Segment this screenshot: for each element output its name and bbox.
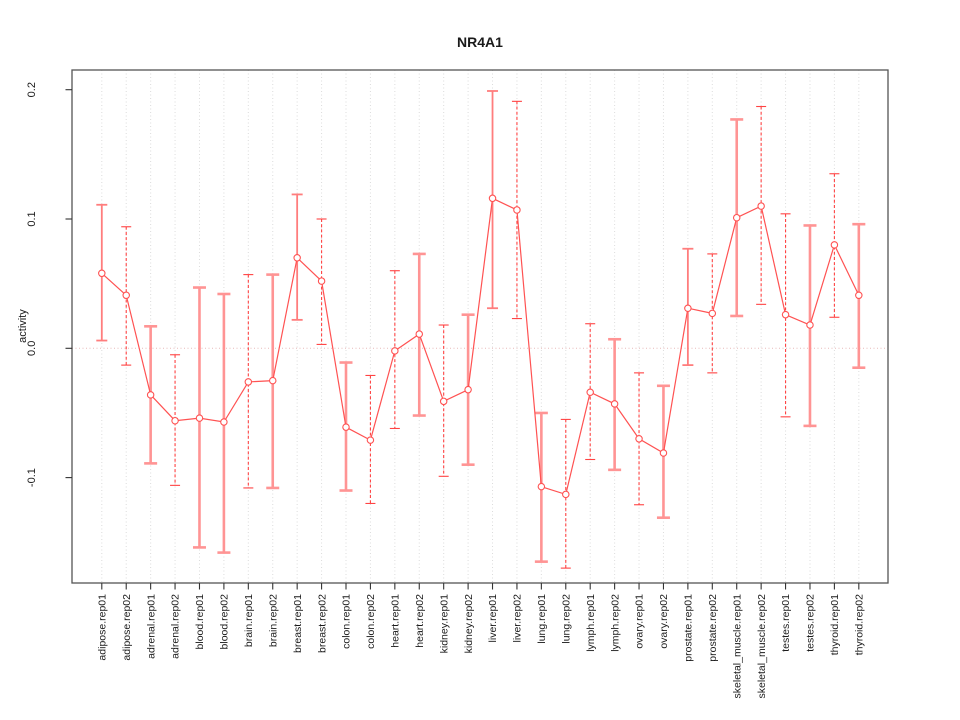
x-tick-label: colon.rep01	[341, 594, 353, 649]
data-point-marker	[366, 436, 375, 444]
data-point-marker	[98, 269, 106, 278]
y-tick-label: 0.1	[26, 211, 38, 226]
data-point-marker	[195, 414, 204, 422]
data-point-marker	[659, 449, 668, 457]
data-point-marker	[244, 378, 253, 386]
x-tick-label: prostate.rep01	[683, 594, 695, 662]
data-point-marker	[757, 202, 765, 210]
x-tick-label: liver.rep02	[512, 594, 524, 643]
x-tick-label: breast.rep02	[316, 594, 328, 653]
chart-title: NR4A1	[457, 34, 503, 50]
data-point-marker	[806, 321, 814, 329]
data-point-marker	[268, 376, 277, 385]
data-point-marker	[684, 304, 692, 312]
plot-box	[71, 69, 889, 584]
x-tick-label: brain.rep01	[243, 594, 255, 647]
data-point-marker	[537, 482, 546, 491]
x-tick-label: skeletal_muscle.rep01	[731, 594, 743, 699]
data-point-marker	[293, 254, 301, 262]
data-point-marker	[513, 206, 521, 214]
y-tick-label: 0.0	[26, 341, 38, 356]
y-tick-label: -0.1	[26, 468, 38, 487]
y-tick-label: 0.2	[26, 82, 38, 97]
x-tick-label: brain.rep02	[267, 594, 279, 647]
data-point-marker	[342, 423, 350, 431]
x-tick-label: lymph.rep01	[585, 594, 597, 652]
x-tick-label: breast.rep01	[292, 594, 304, 653]
x-tick-label: skeletal_muscle.rep02	[756, 594, 768, 699]
data-point-marker	[635, 435, 643, 443]
x-tick-label: adipose.rep01	[96, 594, 108, 661]
x-tick-label: blood.rep02	[219, 594, 231, 650]
x-tick-label: kidney.rep01	[438, 594, 450, 654]
data-point-marker	[586, 388, 594, 397]
x-tick-label: lung.rep01	[536, 594, 548, 644]
data-point-marker	[830, 241, 839, 249]
y-axis-label: activity	[17, 309, 29, 343]
x-tick-label: kidney.rep02	[463, 594, 475, 654]
data-point-marker	[122, 291, 130, 300]
x-tick-label: ovary.rep01	[634, 594, 646, 649]
data-point-marker	[855, 291, 863, 300]
x-tick-label: lymph.rep02	[609, 594, 621, 652]
x-tick-label: lung.rep02	[560, 594, 572, 644]
data-point-marker	[708, 309, 717, 318]
plot-layer: 0.2 0.1 0.0 -0.1 adipose.rep01 adipose.rep02 a…	[26, 69, 889, 699]
x-tick-label: heart.rep02	[414, 594, 426, 648]
data-point-marker	[220, 418, 228, 426]
x-tick-label: ovary.rep02	[658, 594, 670, 649]
data-point-marker	[781, 310, 790, 319]
data-point-marker	[146, 391, 155, 399]
x-tick-label: heart.rep01	[390, 594, 402, 648]
x-tick-label: thyroid.rep01	[829, 594, 841, 655]
series-line	[101, 197, 860, 496]
data-point-marker	[439, 397, 448, 406]
x-tick-label: blood.rep01	[194, 594, 206, 650]
data-point-marker	[391, 347, 399, 355]
x-tick-label: testes.rep02	[805, 594, 817, 652]
x-tick-label: colon.rep02	[365, 594, 377, 649]
x-tick-label: testes.rep01	[780, 594, 792, 652]
x-tick-label: adrenal.rep02	[170, 594, 182, 659]
data-point-marker	[610, 400, 619, 408]
data-point-marker	[732, 213, 741, 222]
x-tick-label: liver.rep01	[487, 594, 499, 643]
data-point-marker	[415, 330, 424, 338]
data-point-marker	[488, 194, 497, 203]
data-point-marker	[171, 416, 179, 425]
data-point-marker	[317, 277, 326, 285]
x-tick-label: thyroid.rep02	[853, 594, 865, 655]
x-tick-label: adrenal.rep01	[145, 594, 157, 659]
data-point-marker	[562, 490, 570, 499]
x-tick-label: prostate.rep02	[707, 594, 719, 662]
data-point-marker	[464, 385, 472, 394]
x-tick-label: adipose.rep02	[121, 594, 133, 661]
